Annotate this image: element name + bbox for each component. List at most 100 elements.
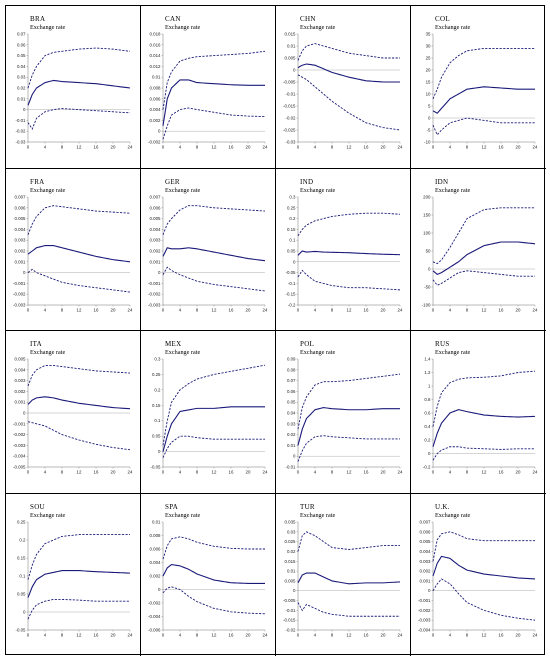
x-tick-label: 4 <box>179 632 182 637</box>
y-tick-label: 0.1 <box>289 237 296 242</box>
y-tick-label: 0 <box>158 270 161 275</box>
y-tick-label: 0.4 <box>424 424 431 429</box>
panel-country-title: U.K. <box>435 502 450 511</box>
panel-plot: 0.07 0.06 0.05 0.04 0.03 0.02 0.01 0 -0.01 -0.02 -… <box>15 32 133 150</box>
y-tick-label: -0.05 <box>150 465 161 470</box>
median-response-line <box>432 555 536 579</box>
y-tick-label: 0.008 <box>150 533 162 538</box>
y-tick-label: 0 <box>158 587 161 592</box>
panel-plot: 0.090.080.070.060.050.040.030.020.010-0.… <box>285 357 403 475</box>
y-tick-label: 0.004 <box>150 107 162 112</box>
y-tick-label: -10 <box>424 140 431 145</box>
x-tick-label: 16 <box>229 145 234 150</box>
y-tick-label: 0.006 <box>150 546 162 551</box>
y-tick-label: -100 <box>422 302 431 307</box>
x-tick-label: 24 <box>398 632 403 637</box>
y-tick-label: 0.001 <box>420 578 432 583</box>
median-response-line <box>27 396 131 410</box>
y-tick-label: 0.003 <box>420 558 432 563</box>
y-tick-label: -0.02 <box>15 129 26 134</box>
upper-band-line <box>27 533 130 580</box>
x-tick-label: 12 <box>482 470 487 475</box>
panel-plot: 1.41.210.80.60.40.20-0.20 4 8 12 16 20 24 <box>423 357 538 475</box>
y-tick-label: 200 <box>423 194 431 199</box>
x-tick-label: 0 <box>297 307 300 312</box>
y-tick-label: -0.005 <box>13 465 26 470</box>
x-tick-label: 12 <box>482 307 487 312</box>
x-tick-label: 20 <box>516 632 521 637</box>
x-tick-label: 0 <box>432 307 435 312</box>
y-tick-label: 0 <box>158 449 161 454</box>
x-tick-label: 0 <box>27 145 30 150</box>
upper-band-line <box>297 373 401 430</box>
chart-panel: IND Exchange rate 0.3 0.25 0.2 0.15 0.1 0.05 0 -0… <box>276 168 411 331</box>
chart-panel: TUR Exchange rate 0.035 0.03 0.025 0.02 0.015 0… <box>276 493 411 656</box>
panel-plot: 0.3 0.25 0.2 0.15 0.1 0.05 0 -0.05 -0.1 -0.15 -0.2… <box>285 194 403 312</box>
upper-band-line <box>432 47 535 99</box>
y-tick-label: 0.006 <box>150 205 162 210</box>
x-tick-label: 20 <box>246 307 251 312</box>
x-tick-label: 16 <box>364 470 369 475</box>
y-tick-label: 0.015 <box>285 558 297 563</box>
y-tick-label: 0.2 <box>289 216 296 221</box>
y-tick-label: -0.004 <box>148 614 161 619</box>
lower-band-line <box>432 117 535 136</box>
y-tick-label: -0.02 <box>285 627 296 632</box>
chart-panel: BRA Exchange rate 0.07 0.06 0.05 0.04 0.03 0.02… <box>6 6 141 169</box>
panel-plot: 0.018 0.016 0.014 0.012 0.01 0.008 0.006 0.004 0… <box>148 32 268 150</box>
x-tick-label: 16 <box>499 307 504 312</box>
panel-country-title: CAN <box>165 15 181 23</box>
chart-panel: IDN Exchange rate 200 150 100 50 0 -50 -100 0 4 8 12… <box>411 169 546 331</box>
y-tick-label: 0.002 <box>150 573 162 578</box>
y-tick-label: 0.6 <box>424 411 431 416</box>
y-tick-label: 0.01 <box>152 519 161 524</box>
y-tick-label: 0.2 <box>154 387 161 392</box>
y-tick-label: 0.06 <box>17 42 26 47</box>
panel-country-title: POL <box>300 340 315 348</box>
x-tick-label: 8 <box>196 145 199 150</box>
panel-subtitle: Exchange rate <box>30 349 66 356</box>
panel-country-title: MEX <box>165 340 182 348</box>
x-tick-label: 20 <box>381 632 386 637</box>
y-tick-label: 0.005 <box>285 578 297 583</box>
chart-panel: SPA Exchange rate 0.01 0.008 0.006 0.004 0.002… <box>141 493 276 656</box>
y-tick-label: -0.05 <box>15 627 26 632</box>
x-tick-label: 0 <box>432 632 435 637</box>
y-tick-label: 0.01 <box>287 44 296 49</box>
lower-band-line <box>27 268 131 292</box>
panel-plot: 0.0070.0060.0050.0040.0030.0020.0010-0.0… <box>148 194 268 312</box>
y-tick-label: -0.2 <box>288 302 296 307</box>
x-tick-label: 12 <box>212 307 217 312</box>
x-tick-label: 20 <box>111 470 116 475</box>
panel-country-title: IND <box>300 177 314 186</box>
x-tick-label: 24 <box>263 145 268 150</box>
y-tick-label: 0.04 <box>287 411 296 416</box>
y-tick-label: 0.25 <box>152 372 161 377</box>
median-response-line <box>432 409 536 447</box>
x-tick-label: 16 <box>229 632 234 637</box>
y-tick-label: 0 <box>293 588 296 593</box>
x-tick-label: 4 <box>179 145 182 150</box>
y-tick-label: -0.002 <box>13 432 26 437</box>
y-tick-label: 0.02 <box>287 548 296 553</box>
x-tick-label: 4 <box>314 145 317 150</box>
x-tick-label: 12 <box>212 632 217 637</box>
x-tick-label: 24 <box>398 470 403 475</box>
panel-subtitle: Exchange rate <box>435 24 471 31</box>
panel-subtitle: Exchange rate <box>165 24 201 31</box>
y-tick-label: -0.004 <box>13 454 26 459</box>
y-tick-label: 0.006 <box>420 529 432 534</box>
panel-subtitle: Exchange rate <box>30 24 66 31</box>
median-response-line <box>27 244 131 262</box>
lower-band-line <box>162 585 266 614</box>
y-tick-label: -0.01 <box>285 92 296 97</box>
x-tick-label: 4 <box>314 470 317 475</box>
y-tick-label: -0.02 <box>285 116 296 121</box>
x-tick-label: 4 <box>44 632 47 637</box>
y-tick-label: -5 <box>427 128 431 133</box>
x-tick-label: 8 <box>331 307 334 312</box>
y-tick-label: 0.003 <box>15 378 27 383</box>
chart-panel: ITA Exchange rate 0.005 0.004 0.003 0.002 0.00… <box>6 331 141 494</box>
